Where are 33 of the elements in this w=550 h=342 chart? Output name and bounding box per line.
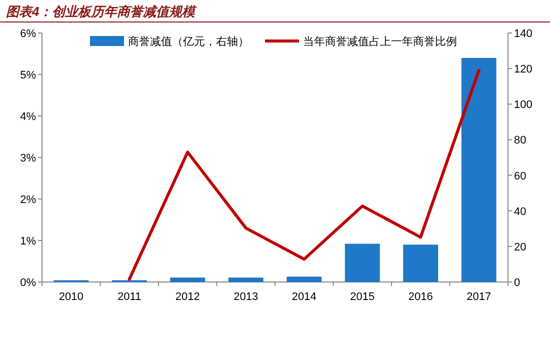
line-series xyxy=(128,68,480,281)
bar xyxy=(170,278,206,282)
legend-label: 商誉减值（亿元，右轴） xyxy=(128,35,249,48)
bar xyxy=(344,244,380,282)
y-tick-label: 2% xyxy=(20,194,36,206)
y2-tick-label: 60 xyxy=(514,170,526,182)
y-tick-label: 0% xyxy=(20,277,36,289)
x-tick-label: 2010 xyxy=(58,291,84,303)
y-tick-label: 4% xyxy=(20,111,36,123)
x-tick-label: 2014 xyxy=(292,291,316,303)
y2-tick-label: 40 xyxy=(514,206,526,218)
x-tick-label: 2016 xyxy=(408,291,433,303)
x-tick-label: 2017 xyxy=(466,291,492,303)
bar xyxy=(286,276,322,282)
chart-title: 图表4：创业板历年商誉减值规模 xyxy=(6,4,198,19)
bar xyxy=(403,244,438,282)
y2-tick-label: 80 xyxy=(514,134,526,147)
y2-tick-label: 20 xyxy=(514,241,526,254)
y-tick-label: 1% xyxy=(20,236,36,248)
y-tick-label: 5% xyxy=(20,70,36,82)
legend-label: 当年商誉减值占上一年商誉比例 xyxy=(303,35,457,48)
y-tick-label: 3% xyxy=(20,152,36,164)
bar xyxy=(461,58,496,282)
bar xyxy=(228,278,264,282)
y2-tick-label: 140 xyxy=(514,28,532,40)
y2-tick-label: 100 xyxy=(514,99,532,112)
x-tick-label: 2015 xyxy=(350,291,375,303)
x-tick-label: 2012 xyxy=(175,291,200,303)
y-tick-label: 6% xyxy=(20,28,36,40)
x-tick-label: 2011 xyxy=(118,291,142,303)
y2-tick-label: 0 xyxy=(514,277,520,289)
y2-tick-label: 120 xyxy=(514,64,532,76)
x-tick-label: 2013 xyxy=(234,291,258,303)
